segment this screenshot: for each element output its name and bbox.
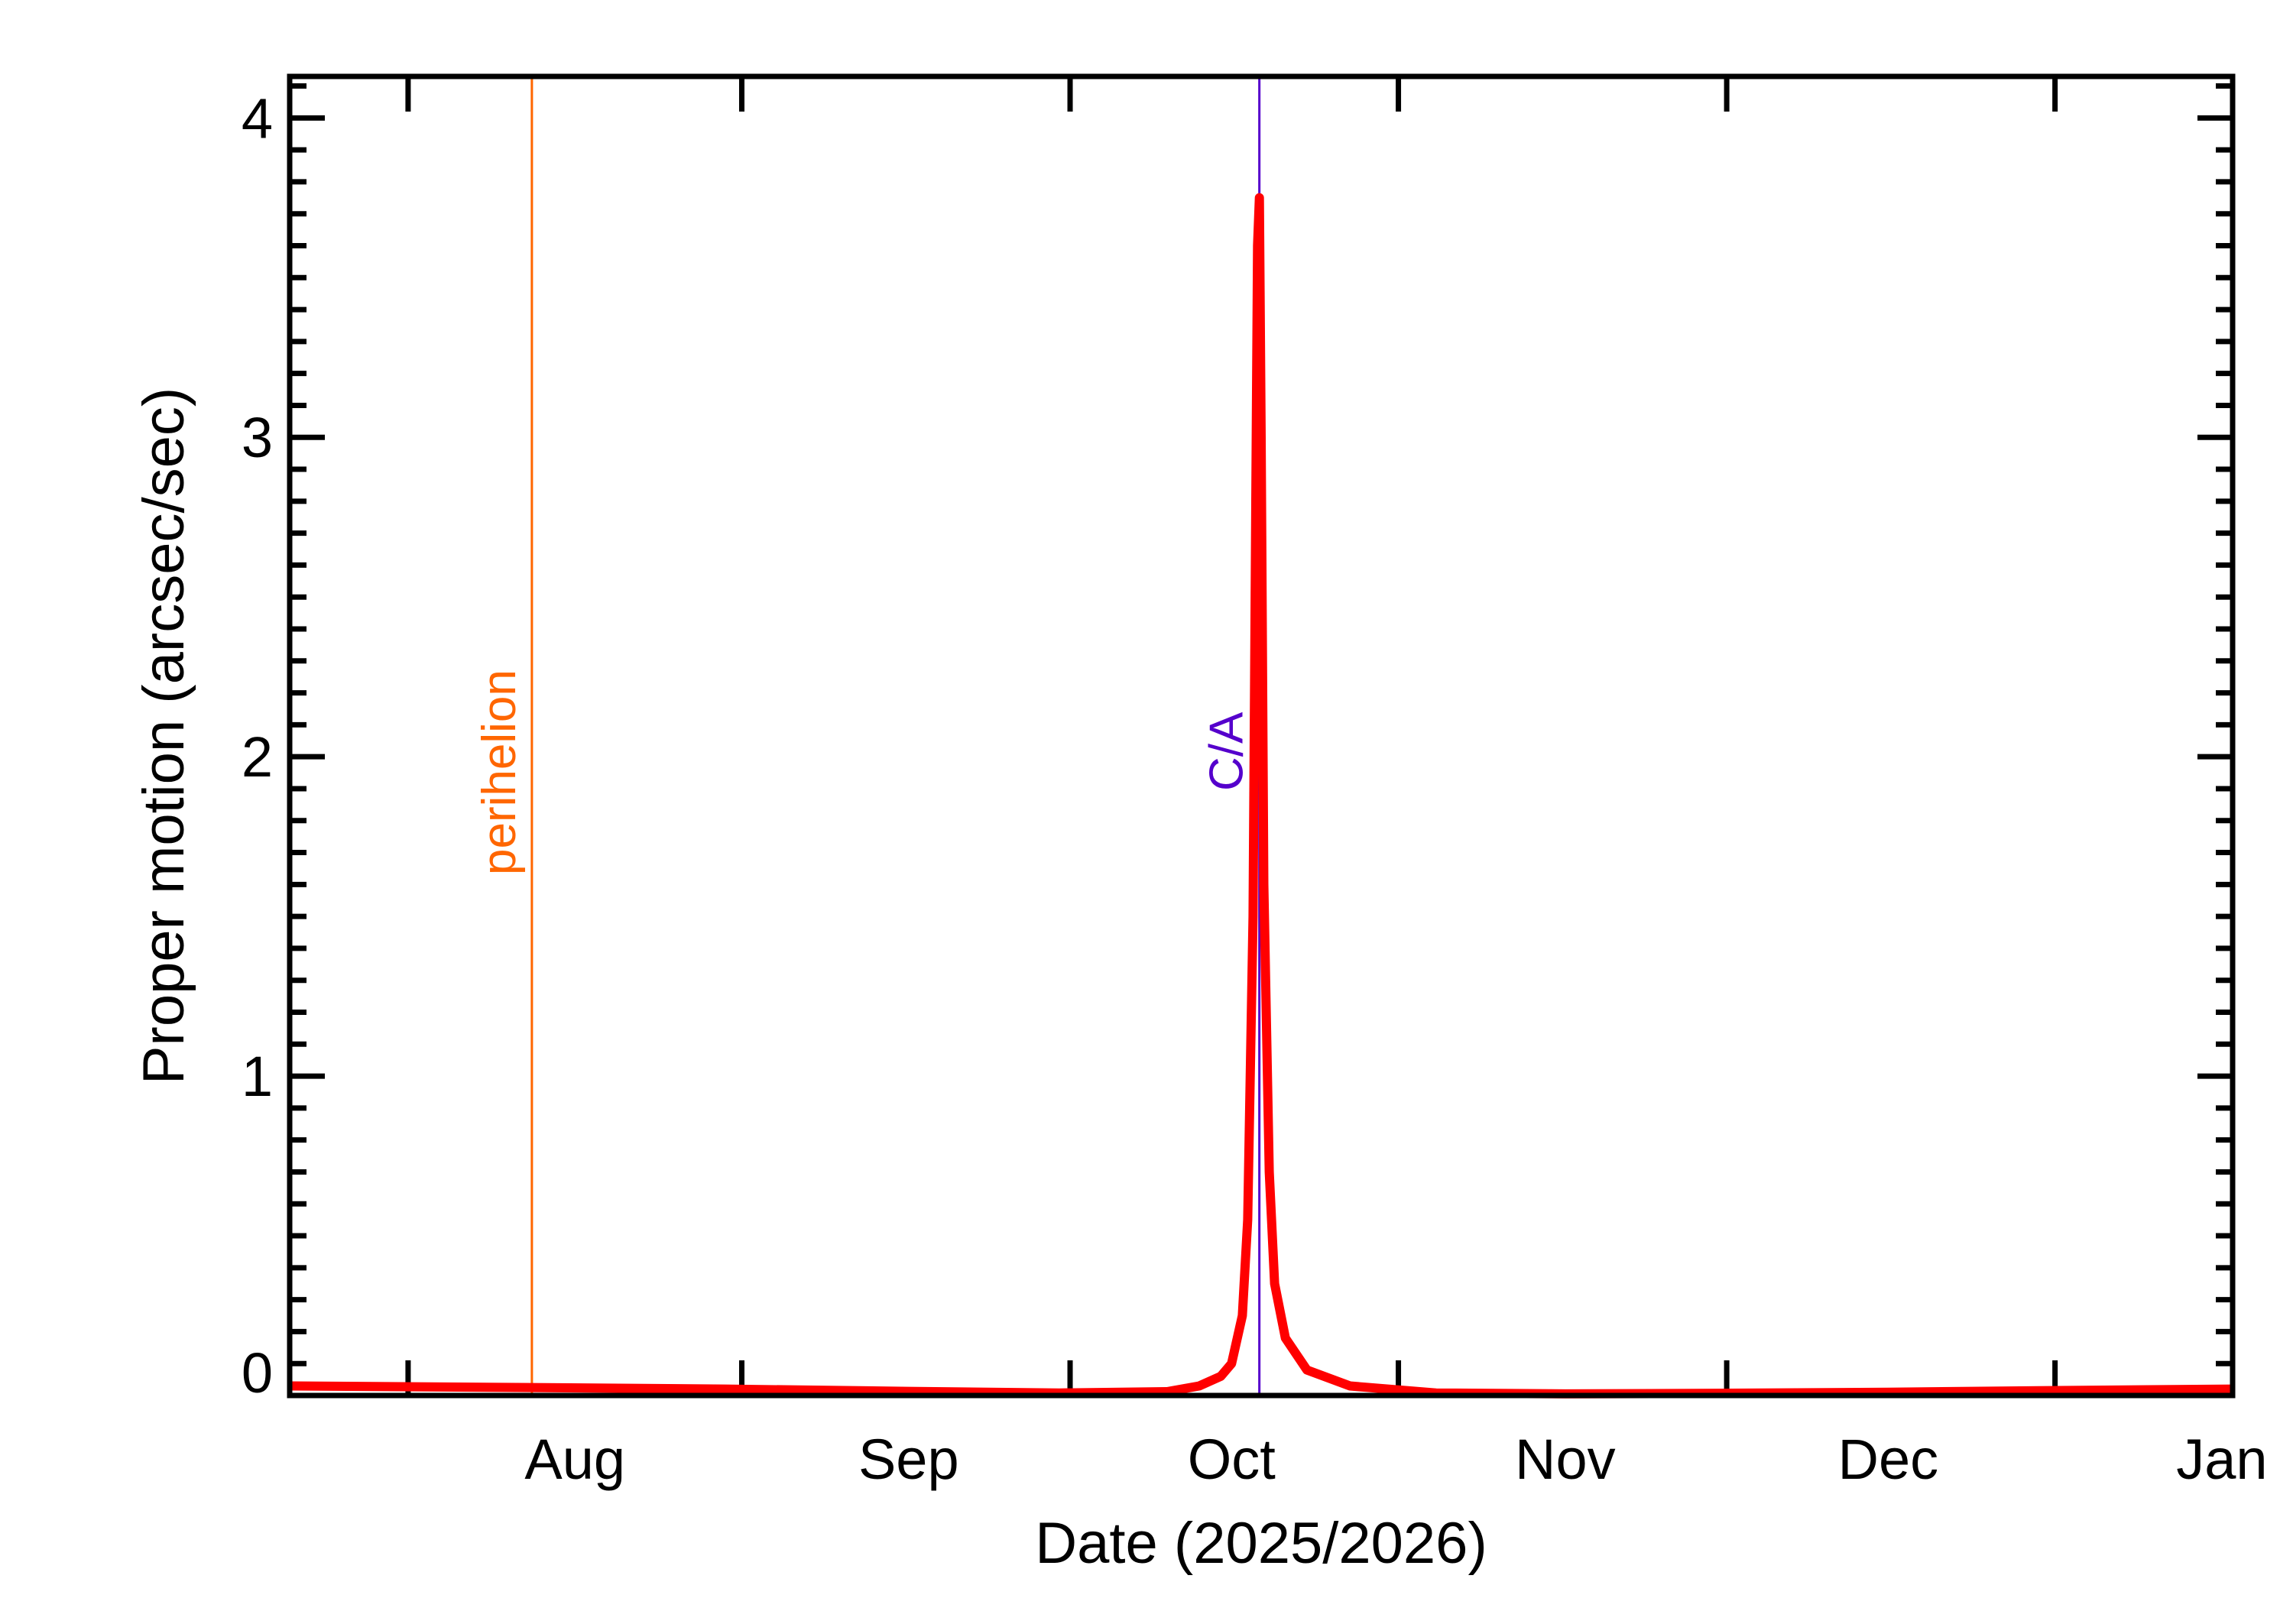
axis-ticks [290,76,2233,1399]
y-axis-title: Proper motion (arcsec/sec) [131,387,196,1084]
plot-frame [287,73,2236,1399]
y-tick-label: 1 [242,1045,273,1108]
x-tick-label: Sep [858,1428,959,1491]
x-tick-label: Dec [1838,1428,1939,1491]
y-tick-label: 2 [242,725,273,789]
x-tick-labels: Aug Sep Oct Nov Dec Jan [524,1428,2267,1491]
y-tick-label: 4 [242,86,273,150]
y-tick-label: 3 [242,406,273,469]
perihelion-label: perihelion [473,669,526,875]
y-tick-label: 0 [242,1341,273,1405]
x-axis-title: Date (2025/2026) [1035,1511,1487,1576]
x-tick-label: Jan [2176,1428,2267,1491]
x-tick-label: Nov [1515,1428,1616,1491]
proper-motion-series-line [289,193,2233,1399]
x-tick-label: Oct [1188,1428,1276,1491]
closest-approach-label: C/A [1201,712,1254,791]
y-tick-labels: 0 1 2 3 4 [242,86,273,1405]
x-tick-label: Aug [524,1428,625,1491]
annotations: perihelion C/A [473,76,1261,1395]
